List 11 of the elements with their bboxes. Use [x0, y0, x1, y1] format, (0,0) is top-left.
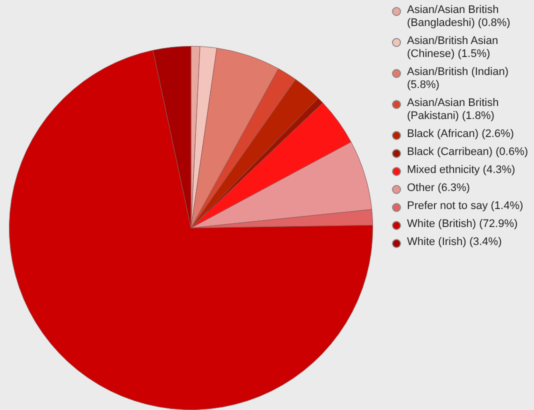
legend-label: Mixed ethnicity (4.3%) — [407, 164, 516, 177]
legend-label: Asian/British Asian (Chinese) (1.5%) — [407, 35, 500, 61]
legend-label: Prefer not to say (1.4%) — [407, 200, 524, 213]
legend-label: Asian/British (Indian) (5.8%) — [407, 66, 510, 92]
legend-label: Asian/Asian British (Pakistani) (1.8%) — [407, 97, 500, 123]
legend-label: White (Irish) (3.4%) — [407, 236, 502, 249]
legend-label: Asian/Asian British (Bangladeshi) (0.8%) — [407, 4, 512, 30]
legend-label: Other (6.3%) — [407, 182, 470, 195]
legend-label: Black (Carribean) (0.6%) — [407, 146, 528, 159]
legend-label: Black (African) (2.6%) — [407, 128, 514, 141]
legend-label: White (British) (72.9%) — [407, 218, 518, 231]
